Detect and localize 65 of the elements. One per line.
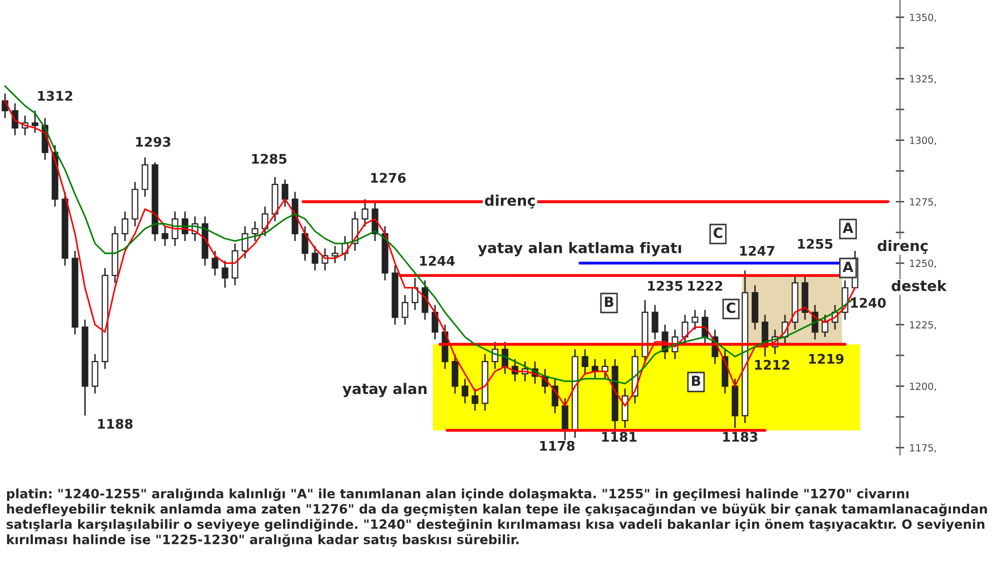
- annotation: 1244: [420, 256, 455, 266]
- y-tick-label: 1225,: [910, 321, 936, 330]
- annotation: A: [842, 262, 854, 272]
- annotation: B: [692, 376, 700, 386]
- candlestick: [692, 309, 698, 330]
- candlestick: [362, 198, 368, 227]
- candlestick: [252, 220, 258, 242]
- candlestick: [222, 260, 228, 288]
- ref-line-label: yatay alan katlama fiyatı: [478, 242, 682, 256]
- annotation: 1178: [540, 440, 575, 451]
- candlestick: [242, 226, 248, 259]
- annotation: 1276: [371, 172, 406, 183]
- y-tick-label: 1350,: [910, 14, 936, 22]
- y-tick-label: 1250,: [910, 260, 936, 268]
- annotation: 1219: [809, 354, 844, 364]
- candlestick: [162, 226, 168, 247]
- annotation: 1235: [648, 280, 682, 291]
- candlestick: [602, 358, 608, 380]
- y-tick-label: 1325,: [910, 75, 936, 84]
- candlestick: [492, 341, 498, 370]
- annotation: C: [726, 302, 736, 314]
- candlestick: [502, 341, 508, 375]
- y-tick-label: 1175,: [910, 444, 936, 452]
- annotation: 1247: [740, 246, 774, 256]
- candlestick: [282, 178, 288, 208]
- candlestick: [582, 348, 588, 375]
- annotation: 1181: [602, 432, 636, 442]
- candlestick: [122, 210, 128, 242]
- ref-line-label: direnç: [484, 194, 535, 209]
- candlestick: [262, 206, 268, 237]
- annotation: B: [604, 296, 614, 307]
- candlestick: [312, 245, 318, 272]
- candlestick: [212, 250, 218, 276]
- band-label: yatay alan: [342, 382, 427, 398]
- candlestick: [402, 294, 408, 326]
- annotation: 1293: [136, 136, 170, 147]
- candlestick: [552, 378, 558, 414]
- y-tick-label: 1300,: [910, 136, 936, 146]
- y-tick-label: 1275,: [910, 198, 936, 206]
- candlestick: [652, 304, 658, 340]
- candlestick: [472, 388, 478, 412]
- candlestick: [702, 309, 708, 346]
- candlestick: [822, 314, 828, 338]
- annotation: 1240: [851, 298, 886, 308]
- candlestick: [302, 226, 308, 262]
- candlestick: [432, 304, 438, 340]
- y-tick-label: 1200,: [910, 382, 936, 391]
- annotation: 1212: [755, 360, 790, 370]
- candlestick: [12, 102, 18, 136]
- annotation: 1183: [723, 432, 758, 442]
- candlestick: [462, 378, 468, 404]
- text: destek: [892, 280, 947, 292]
- annotation: 1222: [688, 280, 722, 291]
- candlestick: [412, 277, 418, 311]
- annotation: 1285: [252, 154, 286, 164]
- annotation: 1255: [798, 238, 832, 249]
- annotation: C: [714, 228, 722, 238]
- candlestick: [682, 314, 688, 346]
- text: direnç: [878, 240, 928, 254]
- candlestick: [32, 110, 38, 134]
- annotation: A: [842, 222, 854, 233]
- annotation: 1312: [38, 90, 72, 101]
- annotation: 1188: [98, 418, 133, 429]
- text: platin: "1240-1255" aralığında kalınlığı "A" ile tanımlanan alan içinde dolaşmakta. "1255" in geçilmesi halinde "1270" civarını hedefleyebilir teknik anlamda ama zaten "1276" da da geçmişten kalan tepe ile çakışacağından ve büyük bir çanak tamamlanacağından satışlarla karşılaşılabilir o seviyeye gelindiğinde. "1240" desteğinin kırılmaması kısa vadeli bakanlar için önem taşıyacaktır. O seviyenin kırılması halinde ise "1225-1230" aralığına kadar satış baskısı sürebilir.: [6, 488, 987, 547]
- candlestick: [332, 245, 338, 264]
